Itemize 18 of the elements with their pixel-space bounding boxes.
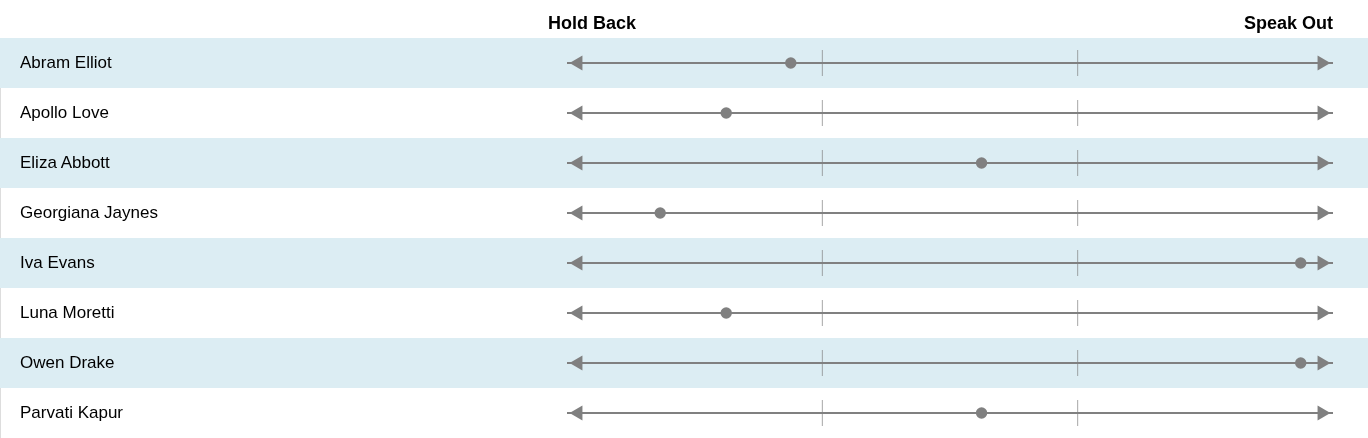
y-tick-label: Owen Drake [20,353,115,372]
text: Speak Out [1243,13,1333,33]
point [720,107,732,119]
y-tick-label: Apollo Love [20,103,109,122]
y-tick-label: Iva Evans [20,253,95,272]
point [654,207,666,219]
y-tick-label: Georgiana Jaynes [20,203,158,222]
y-tick-label: Abram Elliot [20,53,112,72]
point [720,307,732,319]
point [975,407,988,419]
y-tick-label: Parvati Kapur [20,403,124,422]
y-tick-label: Luna Moretti [20,303,115,322]
point [975,157,988,169]
text: Hold Back [548,13,638,33]
point [1295,357,1307,369]
y-tick-label: Eliza Abbott [20,153,111,172]
point [1295,257,1307,269]
point [785,57,797,69]
